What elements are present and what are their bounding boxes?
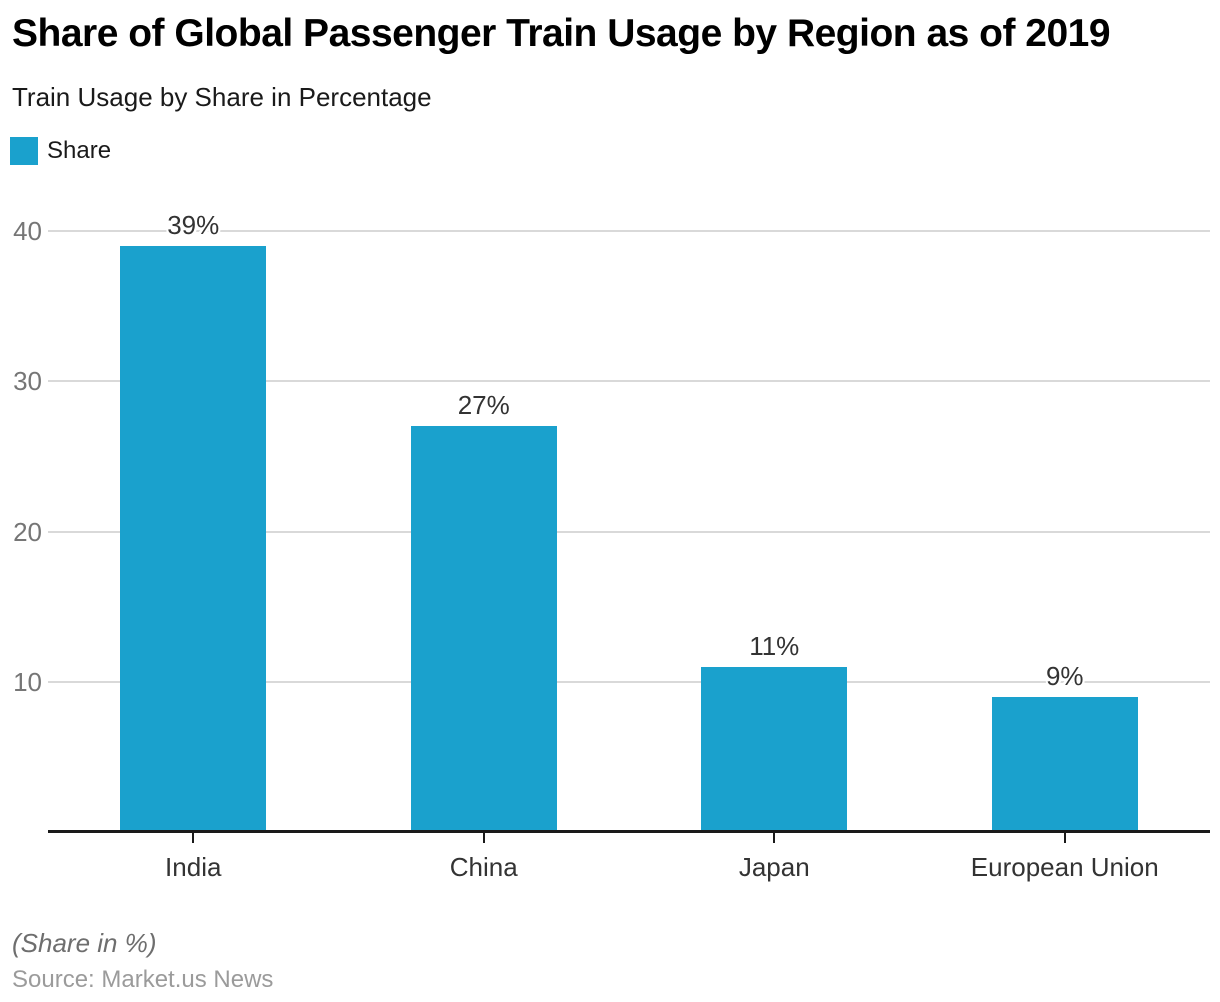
x-axis-tick-european-union (1063, 833, 1066, 843)
chart-footnote: (Share in %) (12, 928, 157, 958)
bar-value-label-china: 27% (457, 390, 510, 421)
gridline-40 (48, 230, 1210, 232)
x-axis-label-european-union: European Union (970, 852, 1159, 882)
y-axis-tick-label-30: 30 (13, 366, 42, 397)
y-axis-tick-label-10: 10 (13, 666, 42, 697)
x-axis-label-china: China (449, 852, 518, 882)
bar-india (120, 246, 267, 830)
x-axis-label-india: India (165, 852, 222, 882)
x-axis-line (48, 830, 1210, 833)
legend: Share (10, 137, 111, 165)
gridline-10 (48, 680, 1210, 683)
bar-european-union (991, 696, 1138, 830)
legend-label: Share (47, 137, 112, 164)
bar-china (410, 426, 557, 830)
bar-value-label-india: 39% (167, 210, 220, 241)
x-axis-tick-india (192, 833, 195, 843)
bar-value-label-japan: 11% (749, 630, 800, 661)
y-axis-tick-label-20: 20 (13, 516, 42, 547)
gridline-30 (48, 380, 1210, 383)
gridline-20 (48, 530, 1210, 533)
y-axis-tick-label-40: 40 (13, 216, 42, 246)
legend-swatch-icon (10, 137, 38, 165)
page-title: Share of Global Passenger Train Usage by… (12, 12, 1111, 55)
x-axis-tick-japan (773, 833, 776, 843)
x-axis-tick-china (482, 833, 485, 843)
bar-value-label-european-union: 9% (1045, 660, 1084, 691)
x-axis-label-japan: Japan (738, 852, 810, 882)
chart-source: Source: Market.us News (12, 966, 274, 993)
chart-subtitle: Train Usage by Share in Percentage (12, 82, 432, 112)
bar-japan (701, 666, 848, 830)
